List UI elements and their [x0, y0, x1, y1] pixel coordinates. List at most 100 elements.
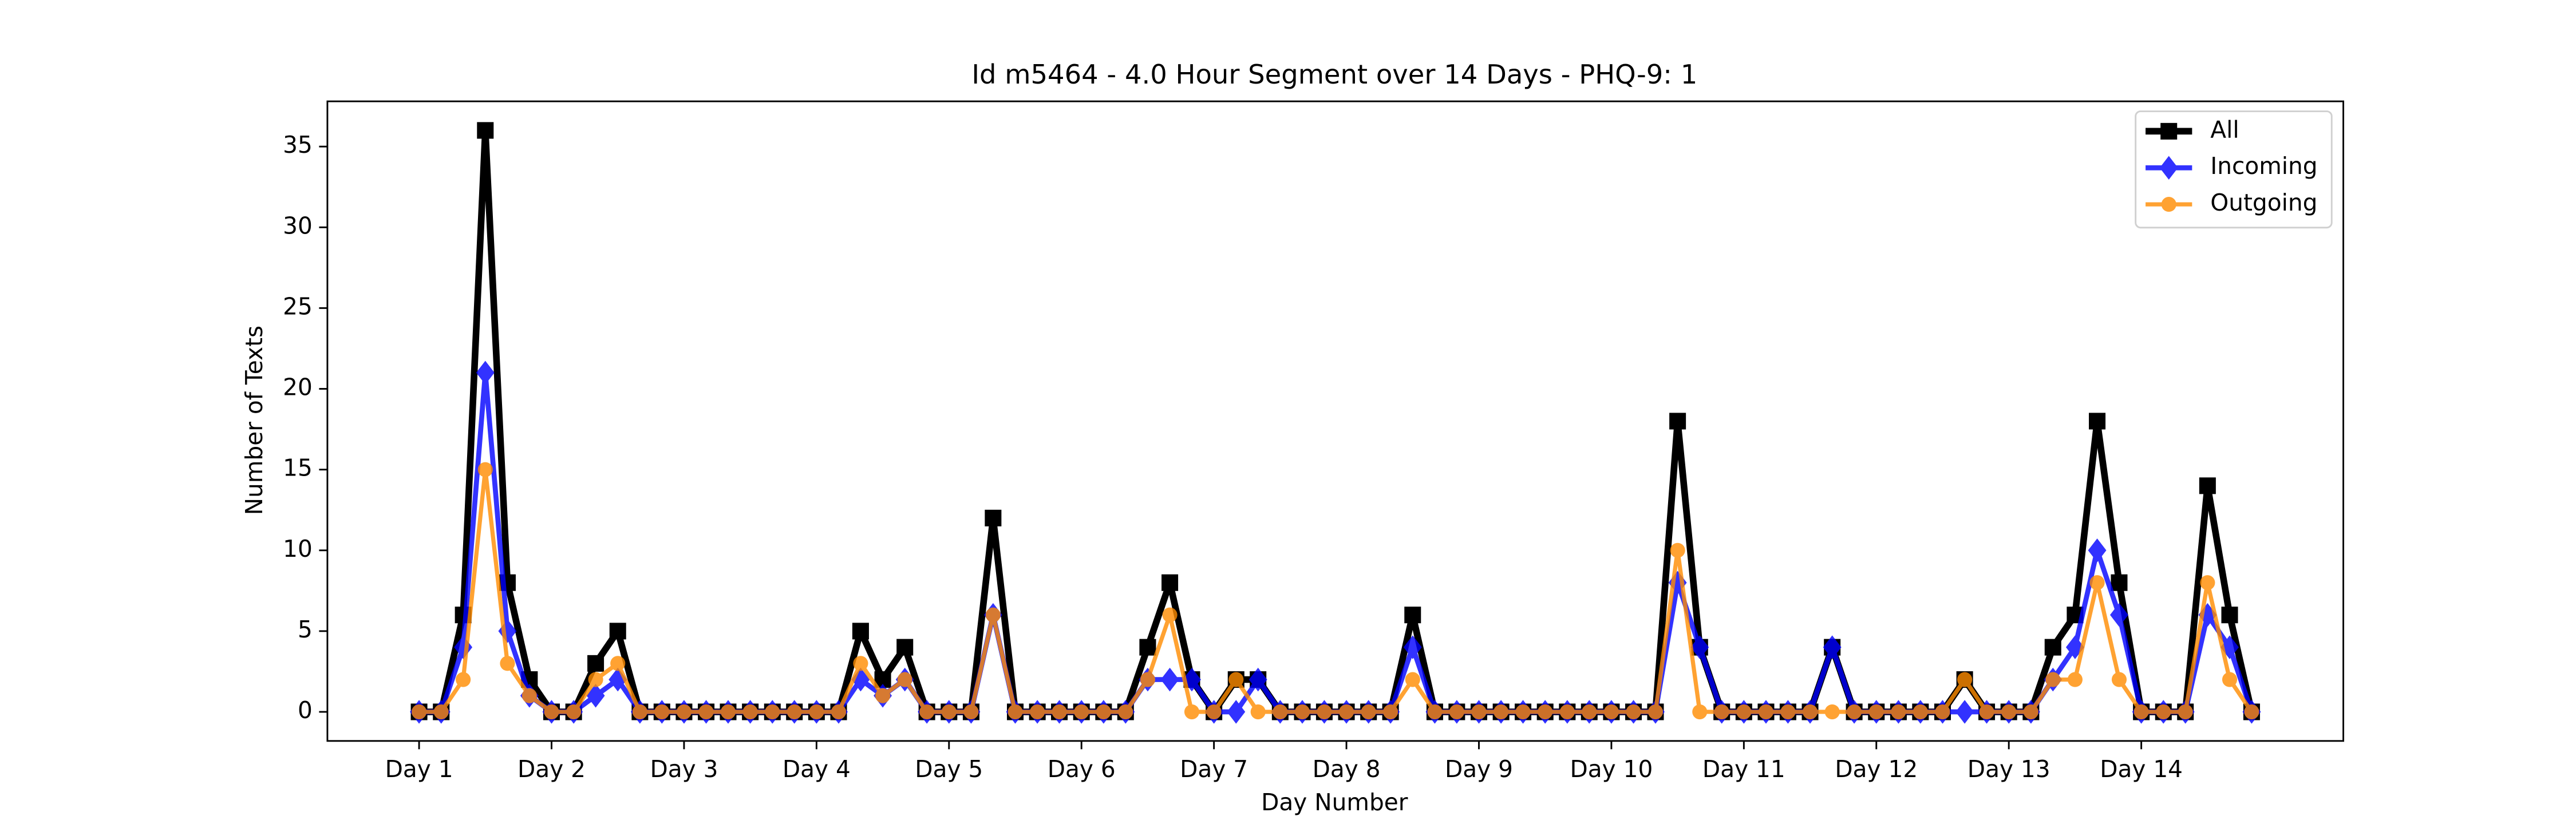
- marker: [1403, 635, 1422, 659]
- chart-title: Id m5464 - 4.0 Hour Segment over 14 Days…: [971, 59, 1697, 90]
- marker: [1824, 704, 1840, 720]
- marker: [1690, 635, 1709, 659]
- legend-item: [2146, 197, 2192, 212]
- marker: [544, 704, 559, 720]
- marker: [2160, 122, 2178, 140]
- marker: [1383, 704, 1398, 720]
- x-tick-label: Day 10: [1570, 755, 1653, 783]
- marker: [985, 509, 1002, 526]
- marker: [2088, 538, 2107, 562]
- marker: [2001, 704, 2017, 720]
- marker: [587, 655, 605, 672]
- marker: [1847, 704, 1862, 720]
- marker: [1339, 704, 1354, 720]
- legend-label: Outgoing: [2210, 189, 2317, 216]
- marker: [1227, 700, 1246, 724]
- marker: [1823, 635, 1842, 659]
- marker: [2156, 704, 2171, 720]
- marker: [1449, 704, 1464, 720]
- marker: [1249, 667, 1267, 692]
- marker: [1957, 672, 1973, 687]
- marker: [1891, 704, 1906, 720]
- marker: [1030, 704, 1045, 720]
- marker: [2044, 639, 2061, 656]
- marker: [1669, 413, 1686, 430]
- marker: [809, 704, 824, 720]
- marker: [1714, 704, 1729, 720]
- marker: [654, 704, 670, 720]
- marker: [985, 607, 1001, 623]
- x-tick-label: Day 5: [915, 755, 983, 783]
- marker: [500, 656, 515, 671]
- marker: [433, 704, 449, 720]
- x-tick-label: Day 7: [1180, 755, 1248, 783]
- marker: [1647, 704, 1664, 720]
- marker: [1160, 667, 1179, 692]
- marker: [610, 656, 626, 671]
- plot-frame: [326, 100, 2344, 742]
- marker: [787, 704, 802, 720]
- marker: [1294, 704, 1310, 720]
- marker: [521, 688, 537, 703]
- y-tick-label: 30: [283, 212, 313, 239]
- y-tick-label: 0: [298, 696, 313, 724]
- marker: [2111, 574, 2128, 591]
- marker: [2244, 704, 2259, 720]
- marker: [609, 623, 626, 640]
- x-tick-label: Day 11: [1702, 755, 1785, 783]
- marker: [1670, 542, 1685, 558]
- marker: [963, 704, 979, 720]
- marker: [1139, 639, 1156, 656]
- marker: [1668, 571, 1687, 595]
- marker: [2178, 704, 2193, 720]
- marker: [1913, 704, 1928, 720]
- marker: [919, 704, 935, 720]
- marker: [1582, 704, 1597, 720]
- marker: [1802, 704, 1818, 720]
- x-tick-label: Day 12: [1835, 755, 1918, 783]
- marker: [1074, 704, 1089, 720]
- marker: [1096, 704, 1111, 720]
- marker: [1538, 704, 1553, 720]
- x-tick-label: Day 6: [1048, 755, 1116, 783]
- marker: [1427, 704, 1443, 720]
- marker: [698, 704, 714, 720]
- marker: [851, 667, 870, 692]
- marker: [1206, 704, 1222, 720]
- marker: [1494, 704, 1509, 720]
- marker: [2089, 575, 2105, 591]
- marker: [2134, 704, 2149, 720]
- marker: [2023, 704, 2038, 720]
- marker: [1162, 607, 1178, 623]
- legend-box: [2135, 110, 2333, 229]
- marker: [941, 704, 957, 720]
- marker: [1515, 704, 1531, 720]
- marker: [875, 688, 891, 703]
- marker: [1161, 574, 1179, 591]
- y-axis-label: Number of Texts: [240, 326, 268, 516]
- marker: [897, 672, 912, 687]
- marker: [1692, 704, 1708, 720]
- marker: [586, 684, 605, 708]
- marker: [1471, 704, 1487, 720]
- marker: [632, 704, 647, 720]
- marker: [720, 704, 736, 720]
- marker: [1626, 704, 1641, 720]
- marker: [765, 704, 780, 720]
- marker: [1361, 704, 1376, 720]
- legend-label: Incoming: [2210, 152, 2317, 180]
- marker: [456, 672, 471, 687]
- marker: [412, 704, 427, 720]
- marker: [2111, 672, 2127, 687]
- marker: [852, 623, 869, 640]
- marker: [742, 704, 758, 720]
- marker: [1955, 700, 1974, 724]
- marker: [1184, 704, 1200, 720]
- x-tick-label: Day 13: [1967, 755, 2050, 783]
- x-tick-label: Day 4: [783, 755, 851, 783]
- marker: [831, 704, 847, 720]
- marker: [1404, 607, 1421, 624]
- marker: [1559, 704, 1575, 720]
- marker: [1603, 704, 1619, 720]
